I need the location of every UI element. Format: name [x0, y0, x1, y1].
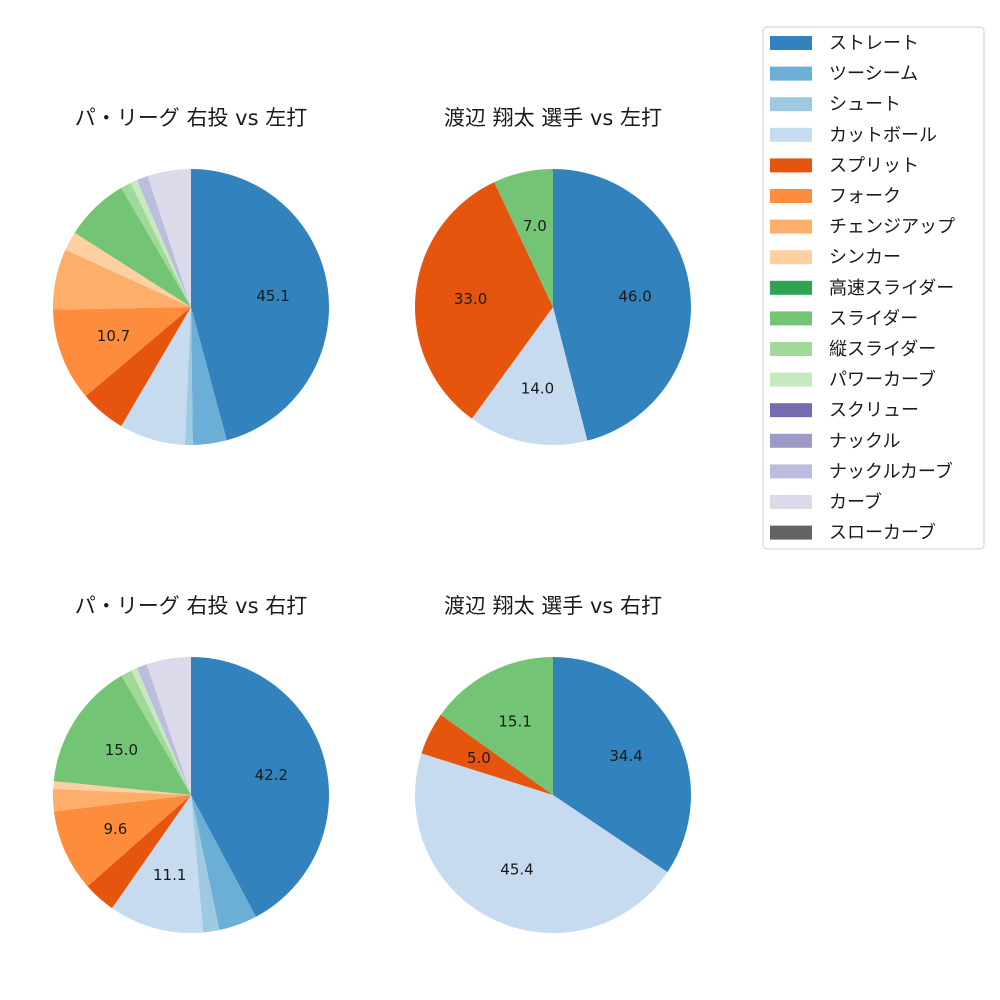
legend-label: スライダー	[829, 308, 918, 329]
slice-value-label: 34.4	[609, 747, 642, 765]
legend-label: スローカーブ	[829, 522, 936, 544]
pie-slice	[121, 307, 191, 445]
legend-label: ツーシーム	[829, 64, 918, 85]
pie-slice	[146, 657, 191, 795]
legend-swatch	[770, 280, 812, 295]
pie-slice	[65, 232, 191, 307]
pie-slice	[121, 670, 191, 795]
legend-swatch	[770, 464, 812, 479]
pie-slice	[87, 795, 191, 909]
pie-slice	[415, 753, 668, 934]
pie-slice	[184, 307, 193, 446]
slice-value-label: 46.0	[618, 288, 651, 306]
pie-slice	[53, 249, 192, 310]
chart-title: パ・リーグ 右投 vs 左打	[75, 106, 307, 130]
slice-value-label: 9.6	[103, 820, 127, 838]
legend-label: カットボール	[829, 125, 937, 146]
pie-slice	[121, 182, 191, 307]
legend: ストレートツーシームシュートカットボールスプリットフォークチェンジアップシンカー…	[762, 26, 985, 550]
pie-slice	[74, 187, 191, 307]
pie-slice	[53, 781, 191, 795]
legend-swatch	[770, 433, 812, 448]
legend-label: パワーカーブ	[829, 369, 936, 391]
legend-swatch	[770, 403, 812, 418]
pie-slice	[553, 169, 691, 441]
legend-label: シンカー	[829, 247, 901, 268]
legend-label: フォーク	[829, 186, 901, 207]
legend-label: ナックルカーブ	[829, 460, 953, 482]
pie-slice	[85, 307, 191, 427]
slice-value-label: 45.1	[256, 287, 289, 305]
legend-label: ナックル	[829, 431, 900, 452]
legend-swatch	[770, 36, 812, 50]
pie-slice	[191, 657, 330, 917]
legend-label: 高速スライダー	[829, 278, 954, 299]
pie-slice	[191, 795, 256, 931]
legend-swatch	[770, 66, 812, 81]
slice-value-label: 42.2	[255, 766, 288, 784]
chart-title: パ・リーグ 右投 vs 右打	[75, 594, 307, 618]
pie-panel-2: 渡辺 翔太 選手 vs 左打 46.0 14.0 33.0 7.0	[415, 106, 691, 445]
pie-slice	[52, 788, 192, 812]
pie-panel-4: 渡辺 翔太 選手 vs 右打 34.4 45.4 5.0 15.1	[415, 594, 692, 934]
pie-slice	[191, 169, 330, 441]
pie-slice	[421, 714, 553, 795]
pie-slice	[553, 657, 692, 873]
pie-slice	[112, 795, 204, 934]
legend-label: シュート	[829, 94, 901, 115]
slice-value-label: 7.0	[523, 217, 547, 235]
pie-slice	[440, 657, 553, 795]
legend-swatch	[770, 342, 812, 356]
pie-slice	[53, 307, 191, 397]
pie-slice	[53, 795, 192, 887]
slice-value-label: 15.0	[105, 741, 138, 759]
legend-swatch	[770, 219, 812, 234]
pie-slice	[191, 795, 220, 933]
pie-slice	[191, 307, 227, 445]
legend-swatch	[770, 250, 812, 265]
legend-frame	[762, 26, 985, 550]
slice-value-label: 5.0	[467, 749, 491, 767]
pie-slice	[494, 169, 553, 307]
legend-label: チェンジアップ	[829, 217, 955, 238]
legend-swatch	[770, 495, 812, 509]
pie-panel-1: パ・リーグ 右投 vs 左打 45.1 10.7	[53, 106, 330, 446]
slice-value-label: 11.1	[153, 866, 186, 884]
pie-slice	[130, 180, 191, 307]
legend-swatch	[770, 372, 812, 387]
pie-slice	[53, 675, 192, 795]
pie-slice	[136, 175, 191, 307]
legend-swatch	[770, 525, 812, 540]
legend-swatch	[770, 158, 812, 173]
legend-label: スプリット	[829, 155, 919, 176]
legend-swatch	[770, 311, 812, 326]
legend-swatch	[770, 127, 812, 142]
pie-slice	[147, 169, 191, 307]
legend-label: ストレート	[829, 33, 919, 54]
legend-label: スクリュー	[829, 400, 919, 421]
pie-slice	[136, 664, 191, 795]
slice-value-label: 33.0	[454, 290, 487, 308]
pie-panel-3: パ・リーグ 右投 vs 右打 42.2 11.1 9.6 15.0	[52, 594, 330, 934]
legend-label: 縦スライダー	[829, 339, 936, 360]
pie-slice	[131, 668, 191, 795]
pie-slice	[471, 307, 588, 445]
slice-value-label: 45.4	[500, 861, 533, 879]
legend-label: カーブ	[829, 491, 882, 513]
slice-value-label: 14.0	[521, 379, 554, 397]
slice-value-label: 10.7	[97, 327, 130, 345]
legend-swatch	[770, 189, 812, 203]
chart-title: 渡辺 翔太 選手 vs 右打	[444, 594, 662, 618]
chart-title: 渡辺 翔太 選手 vs 左打	[444, 106, 662, 130]
legend-swatch	[770, 97, 812, 112]
pie-slice	[415, 182, 553, 419]
slice-value-label: 15.1	[498, 712, 531, 730]
